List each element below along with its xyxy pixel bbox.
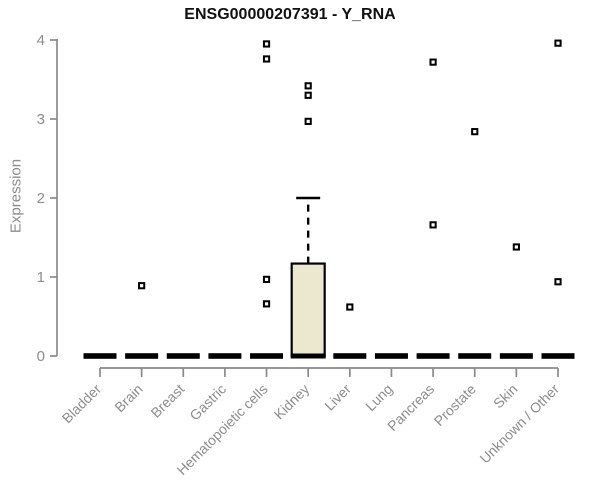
median-bar — [541, 353, 575, 359]
median-bar — [416, 353, 450, 359]
median-bar — [208, 353, 242, 359]
y-tick-label: 1 — [37, 269, 45, 286]
x-tick-label: Prostate — [431, 381, 479, 429]
median-bar — [458, 353, 492, 359]
outlier-point — [304, 117, 312, 125]
x-tick-label: Kidney — [271, 381, 313, 423]
outlier-point — [262, 55, 271, 63]
outlier-point — [138, 282, 146, 290]
outlier-point — [471, 128, 479, 136]
median-bar — [125, 353, 159, 359]
x-tick-label: Lung — [362, 381, 395, 414]
box-iqr — [290, 262, 326, 358]
x-tick-label: Skin — [490, 381, 521, 412]
outlier-point — [304, 82, 312, 90]
outlier-point — [554, 278, 562, 286]
x-tick-label: Liver — [321, 381, 354, 414]
outlier-point — [512, 243, 520, 251]
outlier-point — [304, 91, 312, 99]
y-tick-label: 4 — [37, 32, 45, 49]
outlier-point — [429, 58, 437, 66]
y-tick-label: 2 — [37, 190, 45, 207]
x-tick-label: Breast — [147, 381, 187, 421]
outlier-point — [262, 300, 271, 308]
median-bar — [83, 353, 117, 359]
x-tick-label: Brain — [111, 381, 145, 415]
outlier-point — [262, 40, 271, 48]
outlier-point — [262, 275, 271, 283]
outlier-point — [429, 221, 437, 229]
outlier-point — [554, 39, 562, 47]
median-bar — [166, 353, 200, 359]
y-tick-label: 3 — [37, 111, 45, 128]
x-tick-label: Bladder — [59, 381, 105, 427]
y-tick-label: 0 — [37, 348, 45, 365]
median-bar — [250, 353, 284, 359]
median-bar — [333, 353, 367, 359]
x-tick-label: Unknown / Other — [477, 381, 563, 467]
chart-title: ENSG00000207391 - Y_RNA — [184, 6, 396, 23]
median-bar — [499, 353, 533, 359]
outlier-point — [346, 303, 354, 311]
median-bar — [374, 353, 408, 359]
